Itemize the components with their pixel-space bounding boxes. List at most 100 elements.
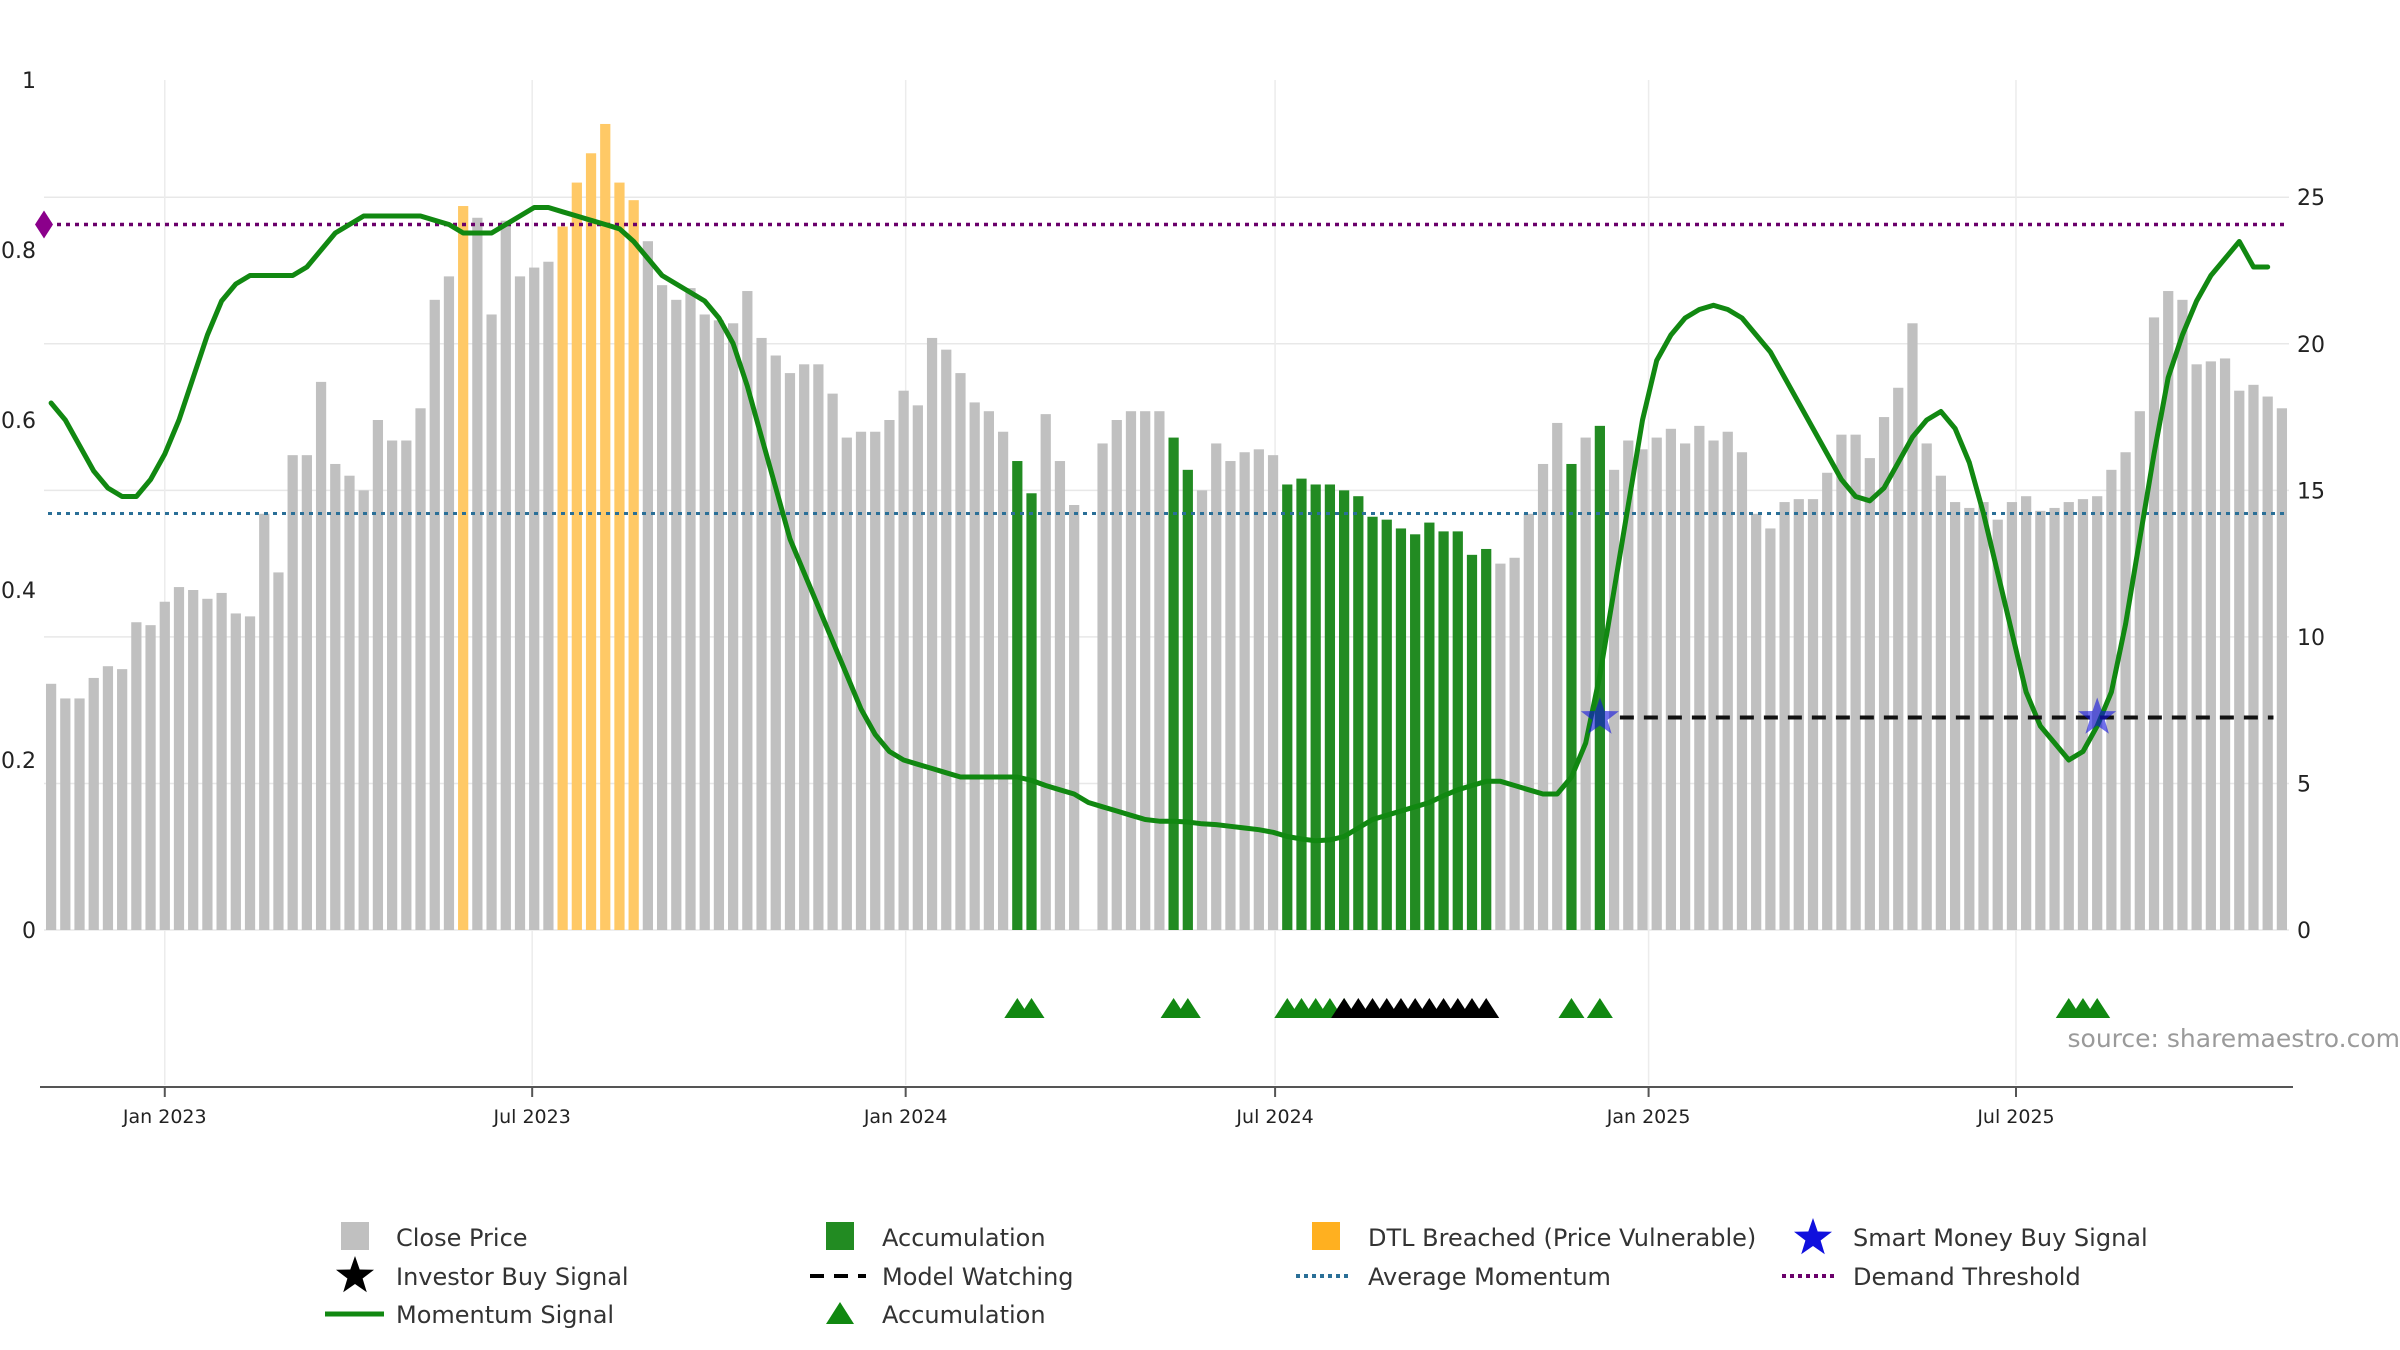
legend-average-momentum: Average Momentum bbox=[1296, 1263, 1611, 1291]
close-price-bar bbox=[259, 513, 270, 930]
close-price-bar bbox=[514, 276, 526, 931]
close-price-bar bbox=[2148, 317, 2160, 930]
right-axis-tick-label: 20 bbox=[2297, 333, 2325, 358]
close-price-bar bbox=[1552, 422, 1563, 930]
close-price-bar bbox=[2276, 408, 2288, 930]
legend-momentum-signal-label: Momentum Signal bbox=[396, 1301, 614, 1329]
legend-accumulation-marker: Accumulation bbox=[826, 1301, 1046, 1329]
close-price-bar bbox=[571, 182, 582, 931]
close-price-bar bbox=[855, 431, 867, 930]
x-axis-tick-label: Jan 2024 bbox=[863, 1106, 948, 1128]
x-axis-tick-label: Jan 2025 bbox=[1606, 1106, 1691, 1128]
close-price-bar bbox=[202, 598, 213, 930]
close-price-bar bbox=[600, 123, 611, 930]
close-price-bar bbox=[969, 402, 980, 930]
close-price-bar bbox=[1040, 414, 1051, 930]
close-price-bar bbox=[1637, 449, 1648, 930]
close-price-bar bbox=[344, 475, 355, 930]
close-price-bar bbox=[1765, 528, 1776, 930]
close-price-bar bbox=[74, 698, 85, 930]
close-price-bar bbox=[1935, 475, 1946, 930]
close-price-bar bbox=[387, 440, 398, 930]
close-price-bar bbox=[2234, 390, 2245, 930]
close-price-bars bbox=[45, 123, 2288, 931]
close-price-bar bbox=[2262, 396, 2273, 930]
close-price-bar bbox=[88, 677, 99, 930]
close-price-bar bbox=[997, 431, 1009, 930]
close-price-bar bbox=[1907, 323, 1918, 930]
legend-dtl-swatch bbox=[1312, 1222, 1340, 1250]
close-price-bar bbox=[1367, 516, 1378, 930]
accumulation-triangle-icon bbox=[1558, 998, 1585, 1018]
close-price-bar bbox=[614, 182, 625, 931]
left-axis-tick-label: 0.2 bbox=[1, 749, 36, 774]
left-axis-tick-label: 0.6 bbox=[1, 409, 36, 434]
close-price-bar bbox=[1012, 461, 1023, 930]
close-price-bar bbox=[1424, 522, 1435, 930]
left-axis-tick-label: 0.4 bbox=[1, 579, 36, 604]
close-price-bar bbox=[1452, 531, 1463, 930]
close-price-bar bbox=[117, 669, 128, 930]
x-axis-tick-label: Jan 2023 bbox=[122, 1106, 207, 1128]
close-price-bar bbox=[145, 625, 156, 930]
close-price-bar bbox=[188, 590, 199, 930]
close-price-bar bbox=[685, 288, 696, 930]
legend-dtl: DTL Breached (Price Vulnerable) bbox=[1312, 1222, 1756, 1252]
close-price-bar bbox=[1651, 437, 1662, 930]
close-price-bar bbox=[1054, 461, 1066, 930]
close-price-bar bbox=[1140, 411, 1151, 930]
legend-model-watching-label: Model Watching bbox=[882, 1263, 1074, 1291]
close-price-bar bbox=[401, 440, 412, 930]
close-price-bar bbox=[1282, 484, 1293, 930]
close-price-bar bbox=[784, 373, 796, 930]
close-price-bar bbox=[1410, 534, 1421, 930]
close-price-bar bbox=[1864, 458, 1875, 930]
demand-threshold-marker-icon bbox=[35, 210, 53, 239]
close-price-bar bbox=[500, 220, 511, 931]
close-price-bar bbox=[131, 622, 142, 930]
close-price-bar bbox=[912, 405, 923, 930]
close-price-bar bbox=[2063, 502, 2074, 930]
close-price-bar bbox=[557, 226, 568, 930]
close-price-bar bbox=[2134, 411, 2145, 930]
close-price-bar bbox=[1495, 563, 1506, 930]
right-axis-tick-label: 10 bbox=[2297, 626, 2325, 651]
close-price-bar bbox=[1921, 443, 1932, 930]
close-price-bar bbox=[458, 206, 469, 930]
close-price-bar bbox=[60, 698, 71, 930]
close-price-bar bbox=[415, 408, 426, 930]
close-price-bar bbox=[813, 364, 824, 931]
close-price-bar bbox=[1822, 472, 1833, 930]
accumulation-triangle-icon bbox=[2084, 998, 2111, 1018]
close-price-bar bbox=[1665, 428, 1677, 930]
close-price-bar bbox=[827, 393, 838, 930]
close-price-bar bbox=[2106, 469, 2117, 930]
close-price-bar bbox=[287, 455, 298, 930]
close-price-bar bbox=[2248, 384, 2259, 930]
left-axis-tick-label: 0 bbox=[22, 919, 36, 944]
accumulation-triangle-icon bbox=[1174, 998, 1201, 1018]
close-price-bar bbox=[1111, 420, 1122, 930]
close-price-bar bbox=[1509, 557, 1520, 930]
close-price-bar bbox=[1182, 469, 1193, 930]
close-price-bar bbox=[1694, 425, 1705, 930]
close-price-bar bbox=[983, 411, 995, 930]
close-price-bar bbox=[2191, 364, 2202, 931]
close-price-bar bbox=[841, 437, 852, 930]
momentum-signal-line bbox=[48, 205, 2271, 844]
close-price-bar bbox=[1878, 417, 1890, 930]
close-price-bar bbox=[1154, 411, 1165, 930]
legend-investor-label: Investor Buy Signal bbox=[396, 1263, 629, 1291]
close-price-bar bbox=[1893, 387, 1904, 930]
close-price-bar bbox=[372, 420, 384, 930]
close-price-bar bbox=[1310, 484, 1321, 930]
close-price-bar bbox=[102, 666, 114, 930]
right-axis-tick-label: 15 bbox=[2297, 479, 2325, 504]
close-price-bar bbox=[2177, 299, 2188, 930]
close-price-bar bbox=[216, 592, 227, 930]
close-price-bar bbox=[273, 572, 284, 930]
legend-close-price: Close Price bbox=[341, 1222, 528, 1252]
close-price-bar bbox=[728, 323, 739, 930]
right-axis-tick-label: 25 bbox=[2297, 186, 2325, 211]
accumulation-triangle-icon bbox=[1018, 998, 1045, 1018]
